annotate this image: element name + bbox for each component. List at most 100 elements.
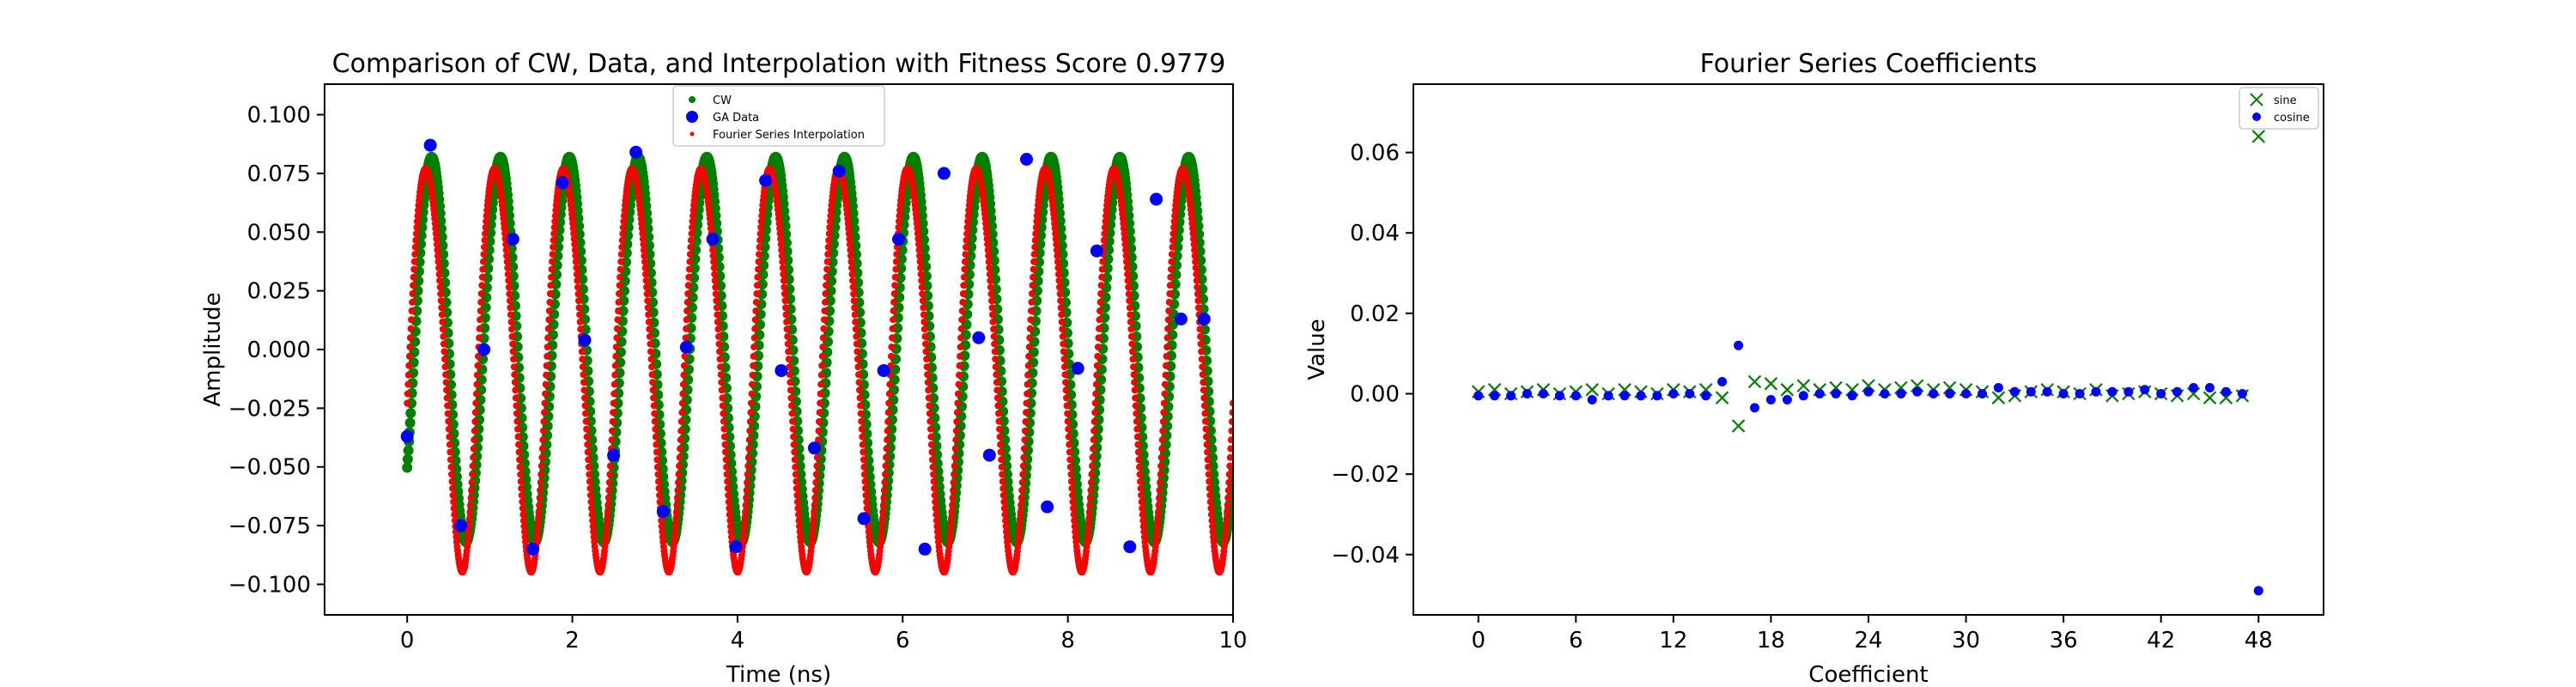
interp-point xyxy=(1226,453,1233,461)
interp-point xyxy=(792,471,799,478)
interp-point xyxy=(687,236,695,244)
interp-point xyxy=(1059,332,1066,340)
interp-point xyxy=(588,505,595,512)
interp-point xyxy=(603,527,611,535)
interp-point xyxy=(956,362,963,369)
ga-data-point xyxy=(477,343,491,356)
x-tick-label: 4 xyxy=(731,628,745,654)
interp-point xyxy=(781,297,789,305)
interp-point xyxy=(1228,427,1233,435)
interp-point xyxy=(744,471,751,478)
interp-point xyxy=(860,448,867,456)
interp-point xyxy=(510,356,518,363)
legend-label: CW xyxy=(713,94,732,107)
interp-point xyxy=(995,410,1002,417)
interp-point xyxy=(1085,508,1093,516)
interp-point xyxy=(793,484,800,492)
interp-point xyxy=(509,340,517,348)
interp-point xyxy=(809,527,817,535)
interp-point xyxy=(1002,517,1009,525)
interp-point xyxy=(1127,325,1135,333)
interp-point xyxy=(999,491,1007,499)
cosine-point xyxy=(2042,386,2052,397)
interp-point xyxy=(1030,258,1038,265)
interp-point xyxy=(1064,417,1072,425)
interp-point xyxy=(483,212,490,220)
interp-point xyxy=(405,362,413,369)
interp-point xyxy=(957,352,964,360)
interp-point xyxy=(1094,344,1102,351)
interp-point xyxy=(808,538,816,546)
interp-point xyxy=(615,307,622,314)
interp-point xyxy=(813,462,821,470)
ga-data-point xyxy=(656,505,670,519)
interp-point xyxy=(779,258,787,265)
interp-point xyxy=(858,417,866,425)
interp-point xyxy=(438,304,446,312)
interp-point xyxy=(611,371,619,379)
interp-point xyxy=(821,307,829,314)
interp-point xyxy=(992,356,999,363)
interp-point xyxy=(638,225,646,232)
interp-point xyxy=(481,243,488,251)
sine-point xyxy=(1796,379,1811,392)
interp-point xyxy=(1051,225,1059,232)
interp-point xyxy=(865,522,872,530)
interp-point xyxy=(993,379,1000,386)
interp-point xyxy=(1169,243,1176,251)
cosine-point xyxy=(2156,389,2166,398)
interp-point xyxy=(918,283,926,291)
cosine-point xyxy=(1765,395,1776,404)
interp-point xyxy=(854,348,861,356)
interp-point xyxy=(881,478,889,486)
interp-point xyxy=(884,409,892,416)
interp-point xyxy=(1126,297,1133,305)
interp-point xyxy=(643,283,651,291)
interp-point xyxy=(543,371,550,379)
interp-point xyxy=(1002,522,1010,530)
interp-point xyxy=(917,264,925,272)
interp-point xyxy=(776,225,784,232)
interp-point xyxy=(644,304,652,312)
interp-point xyxy=(483,217,490,225)
cosine-point xyxy=(1490,391,1500,401)
interp-point xyxy=(544,325,552,332)
x-tick-label: 24 xyxy=(1854,628,1882,654)
interp-point xyxy=(1133,433,1141,441)
legend: sine cosine xyxy=(2239,87,2319,130)
interp-point xyxy=(1167,273,1175,281)
interp-point xyxy=(585,456,592,464)
y-tick-label: 0.000 xyxy=(247,337,311,363)
ga-data-point xyxy=(775,364,788,378)
interp-point xyxy=(1120,225,1127,232)
cosine-point xyxy=(2009,386,2020,397)
interp-point xyxy=(717,363,725,371)
cw-point xyxy=(403,445,414,456)
interp-point xyxy=(1091,427,1098,435)
interp-point xyxy=(647,356,655,363)
cw-point xyxy=(848,223,860,234)
interp-point xyxy=(505,283,513,291)
interp-point xyxy=(890,290,898,297)
cosine-point xyxy=(1782,395,1792,404)
interp-point xyxy=(884,418,892,425)
interp-point xyxy=(1096,316,1103,324)
interp-point xyxy=(1030,251,1038,258)
interp-point xyxy=(1128,340,1136,348)
interp-point xyxy=(928,448,936,456)
interp-point xyxy=(896,212,903,220)
ga-data-point xyxy=(506,233,519,246)
interp-point xyxy=(1121,235,1128,243)
interp-point xyxy=(920,311,927,319)
interp-point xyxy=(923,356,931,363)
interp-point xyxy=(1018,486,1026,494)
interp-point xyxy=(1194,290,1201,298)
interp-point xyxy=(812,478,820,486)
cosine-point xyxy=(2237,389,2247,398)
interp-point xyxy=(511,371,519,379)
interp-point xyxy=(684,282,692,289)
interp-point xyxy=(1131,379,1139,386)
interp-point xyxy=(1092,390,1100,398)
interp-point xyxy=(850,297,858,305)
interp-point xyxy=(811,494,819,502)
